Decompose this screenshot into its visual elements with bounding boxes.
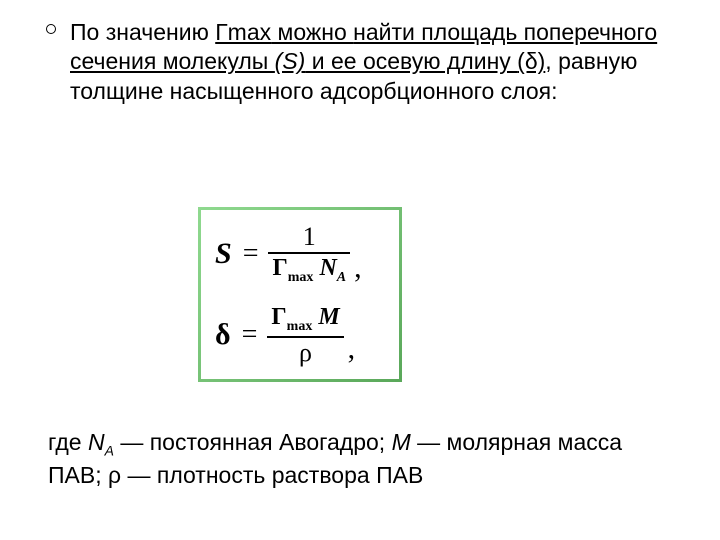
bullet-mid2: и ее осевую длину bbox=[305, 48, 517, 74]
bullet-marker-icon bbox=[46, 24, 56, 34]
bullet-s: (S) bbox=[275, 48, 306, 74]
bullet-block: По значению Гmax можно найти площадь поп… bbox=[70, 18, 660, 106]
eq2-equals: = bbox=[242, 321, 258, 349]
eq2-num-gamma: Г bbox=[271, 304, 286, 330]
footer-t4: — плотность раствора ПАВ bbox=[121, 462, 423, 488]
footer-text: где NA — постоянная Авогадро; М — молярн… bbox=[48, 428, 658, 490]
eq1-fraction: 1 Гmax NA bbox=[268, 222, 350, 287]
eq1-den-gamma-sub: max bbox=[288, 270, 314, 285]
formula-box: S = 1 Гmax NA , δ = Гmax M ρ , bbox=[198, 207, 402, 382]
footer-na-sub: A bbox=[105, 443, 114, 459]
eq1-den-n-sub: A bbox=[337, 270, 346, 285]
footer-na: N bbox=[88, 429, 105, 455]
eq1-lhs: S bbox=[215, 239, 233, 269]
slide: По значению Гmax можно найти площадь поп… bbox=[0, 0, 720, 540]
footer-t1: где bbox=[48, 429, 88, 455]
eq1-equals: = bbox=[243, 240, 259, 268]
bullet-gamma: Гmax bbox=[215, 19, 271, 45]
eq1-comma: , bbox=[354, 253, 362, 287]
bullet-text: По значению Гmax можно найти площадь поп… bbox=[70, 18, 660, 106]
footer-m: М bbox=[392, 429, 411, 455]
eq2-num-gamma-sub: max bbox=[287, 319, 313, 334]
eq1-num: 1 bbox=[299, 222, 320, 252]
equation-delta: δ = Гmax M ρ , bbox=[215, 303, 385, 368]
bullet-mid1: можно bbox=[271, 19, 353, 45]
eq2-den: ρ bbox=[295, 338, 316, 368]
footer-rho: ρ bbox=[108, 462, 121, 488]
footer-t2: — постоянная Авогадро; bbox=[114, 429, 392, 455]
eq2-lhs: δ bbox=[215, 320, 232, 350]
eq2-fraction: Гmax M ρ bbox=[267, 303, 343, 368]
eq2-num-m: M bbox=[318, 304, 339, 330]
eq1-den-n: N bbox=[319, 255, 336, 281]
bullet-prefix: По значению bbox=[70, 19, 215, 45]
eq2-num: Гmax M bbox=[267, 303, 343, 336]
equation-s: S = 1 Гmax NA , bbox=[215, 222, 385, 287]
eq1-den-gamma: Г bbox=[272, 255, 287, 281]
eq2-comma: , bbox=[348, 334, 356, 368]
eq1-den: Гmax NA bbox=[268, 254, 350, 287]
bullet-delta: (δ) bbox=[517, 48, 545, 74]
